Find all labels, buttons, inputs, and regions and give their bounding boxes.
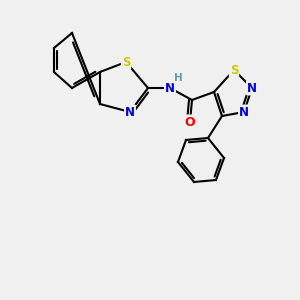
- Text: O: O: [185, 116, 195, 128]
- Text: N: N: [125, 106, 135, 118]
- Text: N: N: [247, 82, 257, 94]
- Text: H: H: [174, 73, 182, 83]
- Text: N: N: [239, 106, 249, 118]
- Text: S: S: [122, 56, 130, 68]
- Text: N: N: [165, 82, 175, 94]
- Text: S: S: [230, 64, 238, 76]
